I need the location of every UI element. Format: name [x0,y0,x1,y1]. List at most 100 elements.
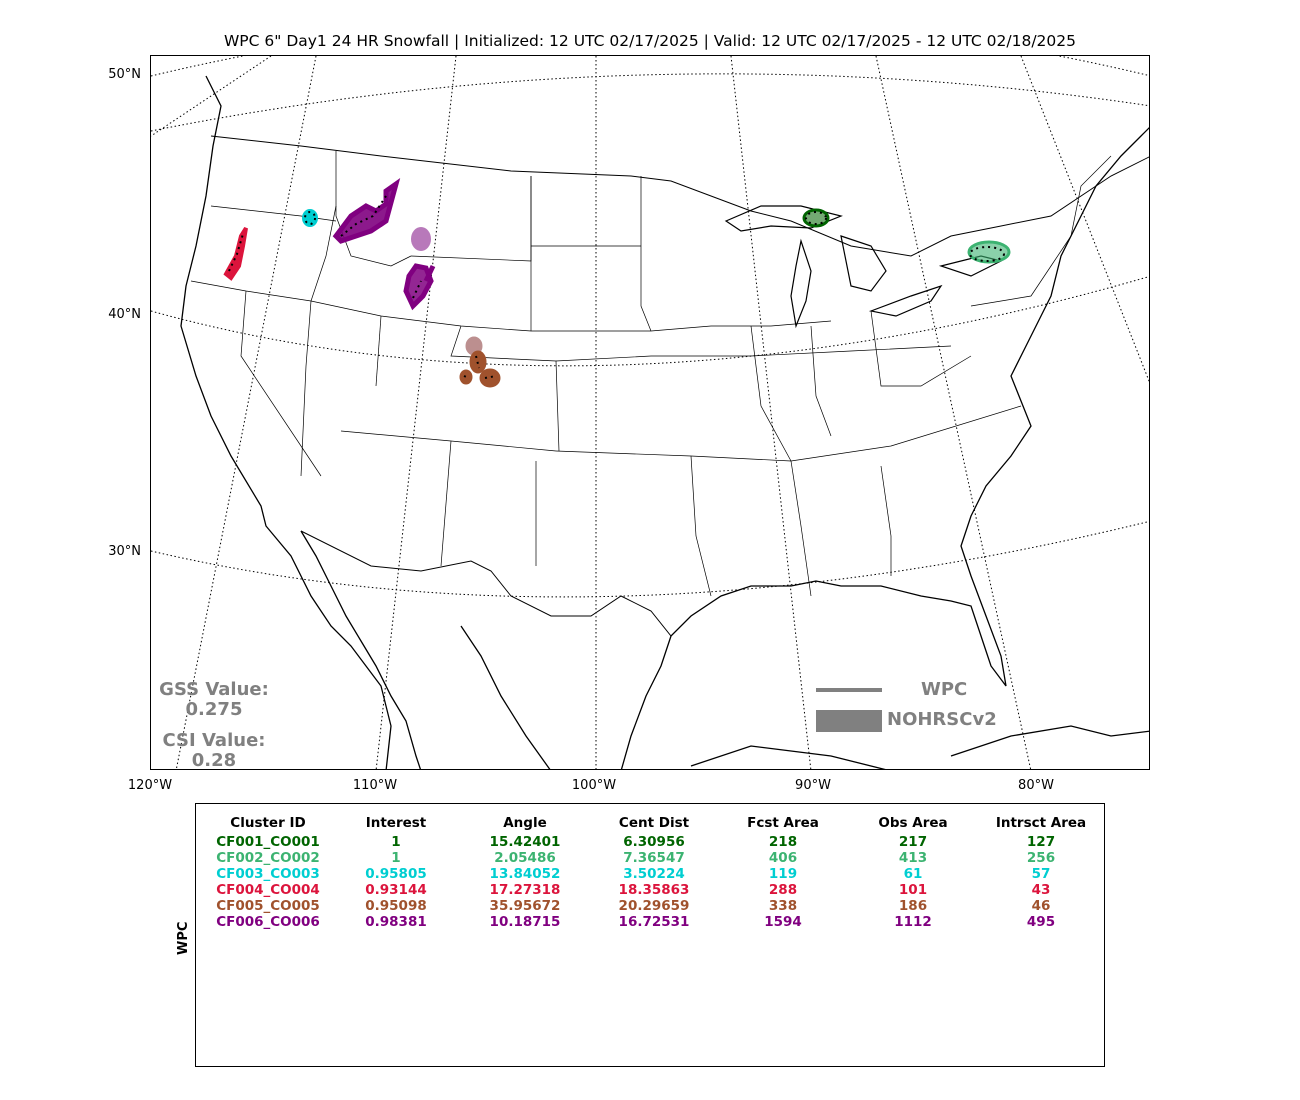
table-cell-fcst-area: 338 [768,898,798,914]
mexico-gulf-coast [620,635,672,769]
conus-map [151,56,1149,769]
table-cell-angle: 35.95672 [489,898,561,914]
lon-label-90: 90°W [795,778,831,793]
legend-nohrsc-fill [816,710,882,732]
table-cell-intrsct-area: 256 [1026,850,1056,866]
table-cell-interest: 0.95805 [365,866,427,882]
table-cell-angle: 17.27318 [489,882,561,898]
oh-pa-line [870,310,972,387]
borders [210,135,1149,637]
ut-nv-line [300,300,312,477]
cluster-cf002-fcst [969,246,1005,262]
table-cell-cluster-id: CF002_CO002 [216,850,320,866]
cluster-cf001-fcst [805,211,827,225]
cluster-cf006-fcst [340,195,422,299]
table-cell-cluster-id: CF005_CO005 [216,898,320,914]
table-cell-fcst-area: 288 [768,882,798,898]
lon-line-120 [175,56,317,769]
table-cell-obs-area: 101 [898,882,928,898]
lon-label-100: 100°W [571,778,617,793]
nv-ca-line [240,290,322,477]
table-cell-fcst-area: 218 [768,834,798,850]
lat-label-50: 50°N [108,67,141,82]
ne-line [1070,155,1112,237]
table-cell-intrsct-area: 495 [1026,914,1056,930]
ga-line [880,465,892,576]
co-line [450,325,560,452]
col-header-obs-area: Obs Area [878,815,948,831]
lat-line-47 [151,73,1149,132]
az-nm-line [440,440,452,567]
table-cell-cent-dist: 20.29659 [618,898,690,914]
atlantic-gulf-coast [670,127,1149,687]
table-cell-interest: 0.98381 [365,914,427,930]
table-cell-cent-dist: 18.35863 [618,882,690,898]
lon-label-80: 80°W [1018,778,1054,793]
gss-label: GSS Value: [159,679,269,700]
table-cell-cluster-id: CF004_CO004 [216,882,320,898]
id-line [310,205,337,302]
table-cell-cluster-id: CF001_CO001 [216,834,320,850]
map-title: WPC 6" Day1 24 HR Snowfall | Initialized… [223,32,1076,50]
table-cell-fcst-area: 119 [768,866,798,882]
table-cell-angle: 15.42401 [489,834,561,850]
table-cell-obs-area: 61 [903,866,923,882]
lon-line-80 [875,56,1032,769]
ny-line [970,235,1072,307]
table-cell-interest: 1 [391,834,401,850]
snow-clusters [223,178,1011,388]
table-cell-obs-area: 413 [898,850,928,866]
table-cell-angle: 2.05486 [494,850,556,866]
table-cell-intrsct-area: 43 [1031,882,1051,898]
la-ar-line [690,455,712,597]
pacific-coast [180,75,392,769]
table-cell-cent-dist: 3.50224 [623,866,685,882]
ok-line [555,405,1022,462]
table-cell-interest: 1 [391,850,401,866]
table-cell-interest: 0.95098 [365,898,427,914]
graticule [151,56,1149,769]
table-cell-obs-area: 1112 [894,914,932,930]
gss-value: 0.275 [185,699,243,720]
col-header-angle: Angle [503,815,547,831]
nm-az-top [340,430,557,452]
col-header-interest: Interest [365,815,427,831]
table-cell-obs-area: 186 [898,898,928,914]
lon-line-90 [730,56,812,769]
legend-wpc-label: WPC [921,679,968,700]
us-canada-border [210,135,1149,257]
co-ut-line [375,315,382,387]
table-cell-fcst-area: 406 [768,850,798,866]
col-header-cent-dist: Cent Dist [618,815,690,831]
table-cell-fcst-area: 1594 [764,914,802,930]
table-cell-cluster-id: CF003_CO003 [216,866,320,882]
lat-line-edge [151,56,272,137]
lon-label-110: 110°W [352,778,398,793]
yucatan [690,745,886,769]
or-wa-line [210,205,337,222]
lat-line-40 [151,276,1149,367]
ms-al-line [790,460,812,597]
lat-label-40: 40°N [108,307,141,322]
great-lakes [724,205,1003,329]
cluster-cf006-obs-1 [411,227,431,251]
mn-line [640,176,652,332]
table-cell-cent-dist: 7.36547 [623,850,685,866]
legend-nohrsc-label: NOHRSCv2 [887,709,997,730]
lon-line-75 [1020,56,1149,383]
table-cell-obs-area: 217 [898,834,928,850]
mexico-west-coast [460,625,551,769]
lat-label-30: 30°N [108,544,141,559]
us-mexico-border [300,530,672,637]
csi-value: 0.28 [191,750,237,771]
cluster-cf005-fcst [463,355,497,379]
lat-line-50 [151,56,1149,77]
cluster-cf005-obs-4 [479,368,501,388]
id-mt-line [335,151,412,267]
cluster-cf005-obs-3 [459,369,473,385]
table-cell-intrsct-area: 127 [1026,834,1056,850]
baja-peninsula [300,530,422,769]
cluster-cf006-obs-2 [332,178,401,244]
col-header-intrsct-area: Intrsct Area [995,815,1087,831]
stats-table-frame [195,803,1105,1067]
